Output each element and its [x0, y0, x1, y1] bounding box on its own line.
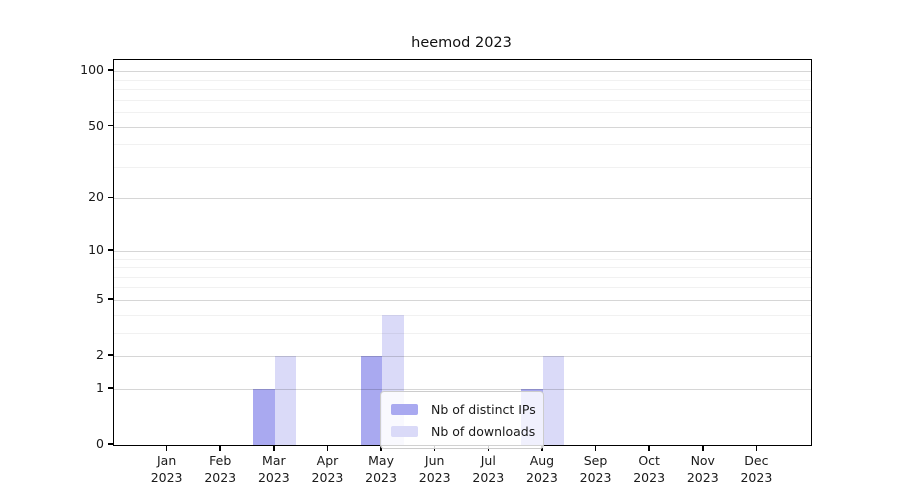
x-tick-label: Feb 2023: [204, 453, 237, 485]
y-tick-mark: [107, 354, 113, 356]
x-tick-label: May 2023: [365, 453, 397, 485]
x-tick-label: Oct 2023: [633, 453, 666, 485]
bar-nb-of-downloads: [274, 356, 297, 445]
y-tick-mark: [107, 443, 113, 445]
gridline-major: [114, 250, 811, 252]
gridline-minor: [114, 276, 811, 278]
y-tick-label: 10: [88, 241, 104, 257]
x-tick-label: Jun 2023: [418, 453, 451, 485]
gridline-major: [114, 71, 811, 73]
y-tick-mark: [107, 249, 113, 251]
y-tick-label: 100: [80, 62, 104, 78]
y-tick-mark: [107, 69, 113, 71]
x-tick-label: Nov 2023: [686, 453, 719, 485]
y-tick-label: 0: [96, 436, 104, 451]
legend-label: Nb of downloads: [431, 423, 536, 439]
bar-nb-of-distinct-ips: [253, 388, 275, 445]
x-tick-mark: [702, 445, 704, 451]
y-tick-mark: [107, 124, 113, 127]
gridline-minor: [114, 144, 811, 146]
legend-row: Nb of downloads: [391, 420, 536, 442]
bar-nb-of-downloads: [542, 356, 565, 445]
gridline-minor: [114, 314, 811, 316]
x-tick-mark: [648, 445, 650, 451]
gridline-major: [114, 388, 811, 390]
x-tick-mark: [594, 445, 597, 451]
gridline-minor: [114, 99, 811, 101]
y-tick-mark: [107, 196, 113, 199]
chart-title: heemod 2023: [411, 35, 512, 51]
x-tick-label: Jan 2023: [150, 453, 183, 485]
y-tick-mark: [107, 298, 113, 300]
legend-row: Nb of distinct IPs: [391, 398, 536, 420]
gridline-major: [114, 126, 811, 128]
y-tick-label: 20: [88, 189, 104, 205]
gridline-minor: [114, 332, 811, 334]
x-tick-label: Sep 2023: [579, 453, 612, 485]
gridline-minor: [114, 287, 811, 289]
legend-swatch: [391, 403, 418, 415]
x-tick-mark: [755, 445, 758, 451]
gridline-minor: [114, 112, 811, 114]
x-tick-mark: [165, 445, 168, 451]
x-tick-label: Apr 2023: [311, 453, 344, 485]
gridline-major: [114, 299, 811, 301]
gridline-minor: [114, 89, 811, 91]
y-tick-mark: [107, 387, 113, 389]
x-tick-mark: [326, 445, 329, 451]
x-tick-label: Jul 2023: [472, 453, 505, 485]
legend: Nb of distinct IPs Nb of downloads: [380, 391, 544, 449]
y-tick-label: 2: [96, 347, 104, 363]
gridline-minor: [114, 258, 811, 260]
x-tick-label: Dec 2023: [740, 453, 773, 485]
y-tick-label: 1: [96, 379, 104, 395]
legend-swatch: [391, 425, 418, 437]
plot-area: Nb of distinct IPs Nb of downloads: [113, 59, 812, 449]
y-tick-label: 5: [96, 290, 104, 306]
y-tick-label: 50: [88, 117, 104, 133]
x-tick-label: Mar 2023: [257, 453, 290, 485]
bar-nb-of-distinct-ips: [360, 356, 383, 445]
legend-label: Nb of distinct IPs: [431, 401, 536, 417]
gridline-major: [114, 198, 811, 200]
x-tick-mark: [273, 445, 275, 451]
gridline-major: [114, 356, 811, 358]
gridline-minor: [114, 79, 811, 81]
x-tick-label: Aug 2023: [526, 453, 558, 485]
gridline-minor: [114, 166, 811, 168]
x-tick-mark: [219, 445, 221, 451]
gridline-minor: [114, 267, 811, 269]
